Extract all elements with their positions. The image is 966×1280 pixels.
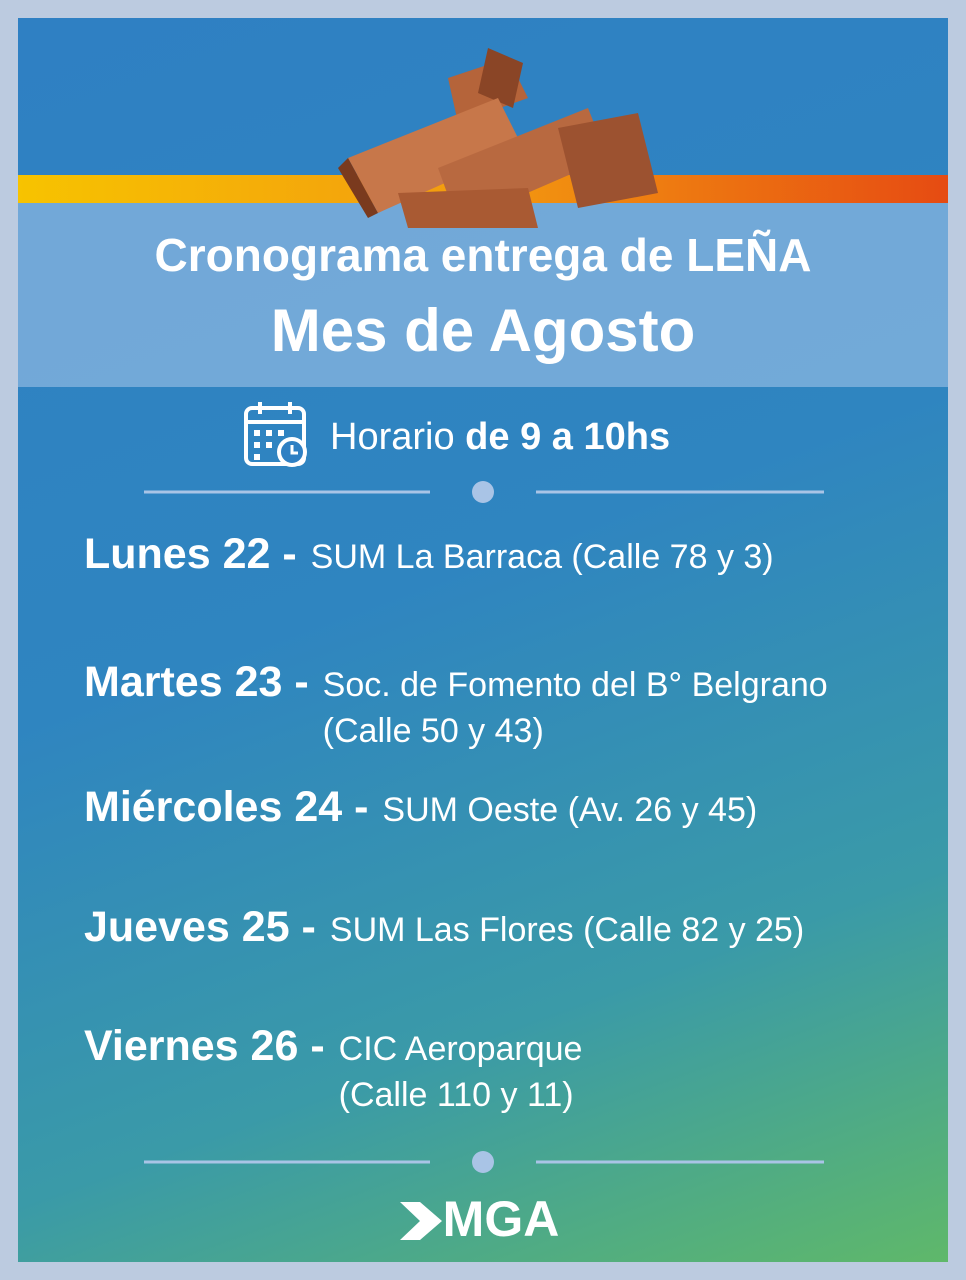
entry-day: Miércoles 24 - <box>84 783 369 831</box>
entry-place: SUM La Barraca (Calle 78 y 3) <box>311 530 774 580</box>
place-line: SUM Las Flores (Calle 82 y 25) <box>329 911 805 949</box>
logo: MGA <box>442 1191 560 1247</box>
divider <box>144 1151 824 1173</box>
place-line: Soc. de Fomento del B° Belgrano <box>322 666 828 704</box>
calendar-icon <box>244 402 307 467</box>
entry: Lunes 22 - SUM La Barraca (Calle 78 y 3) <box>84 530 774 580</box>
entry-place: CIC Aeroparque (Calle 110 y 11) <box>339 1022 583 1118</box>
title-band <box>18 203 948 387</box>
place-line: CIC Aeroparque <box>338 1030 583 1068</box>
title: Cronograma entrega de LEÑA <box>154 229 812 281</box>
entry-place: Soc. de Fomento del B° Belgrano (Calle 50… <box>323 658 828 754</box>
entry-place: SUM Las Flores (Calle 82 y 25) <box>330 903 804 953</box>
entry: Miércoles 24 - SUM Oeste (Av. 26 y 45) <box>84 783 757 833</box>
place-line: (Calle 110 y 11) <box>338 1076 574 1114</box>
poster: Cronograma entrega de LEÑA Mes de Agosto… <box>18 18 948 1262</box>
schedule-hours: de 9 a 10hs <box>465 416 671 458</box>
place-line: SUM La Barraca (Calle 78 y 3) <box>310 538 774 576</box>
subtitle: Mes de Agosto <box>270 297 696 364</box>
entry-place: SUM Oeste (Av. 26 y 45) <box>382 783 757 833</box>
place-line: (Calle 50 y 43) <box>322 712 544 750</box>
place-line: SUM Oeste (Av. 26 y 45) <box>382 791 758 829</box>
divider <box>144 481 824 503</box>
entry-day: Viernes 26 - <box>84 1022 325 1070</box>
entry-day: Lunes 22 - <box>84 530 297 578</box>
entry-day: Martes 23 - <box>84 658 309 706</box>
logo-arrow <box>400 1202 442 1240</box>
firewood-image <box>338 48 658 228</box>
schedule: Horario de 9 a 10hs <box>330 416 670 459</box>
entry: Jueves 25 - SUM Las Flores (Calle 82 y 25… <box>84 903 804 953</box>
entry: Martes 23 - Soc. de Fomento del B° Belgra… <box>84 658 828 754</box>
entry: Viernes 26 - CIC Aeroparque (Calle 110 y 1… <box>84 1022 582 1118</box>
entry-day: Jueves 25 - <box>84 903 316 951</box>
schedule-label: Horario <box>330 416 455 458</box>
